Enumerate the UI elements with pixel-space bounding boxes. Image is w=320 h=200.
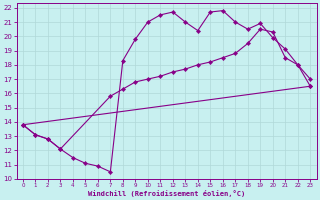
X-axis label: Windchill (Refroidissement éolien,°C): Windchill (Refroidissement éolien,°C): [88, 190, 245, 197]
